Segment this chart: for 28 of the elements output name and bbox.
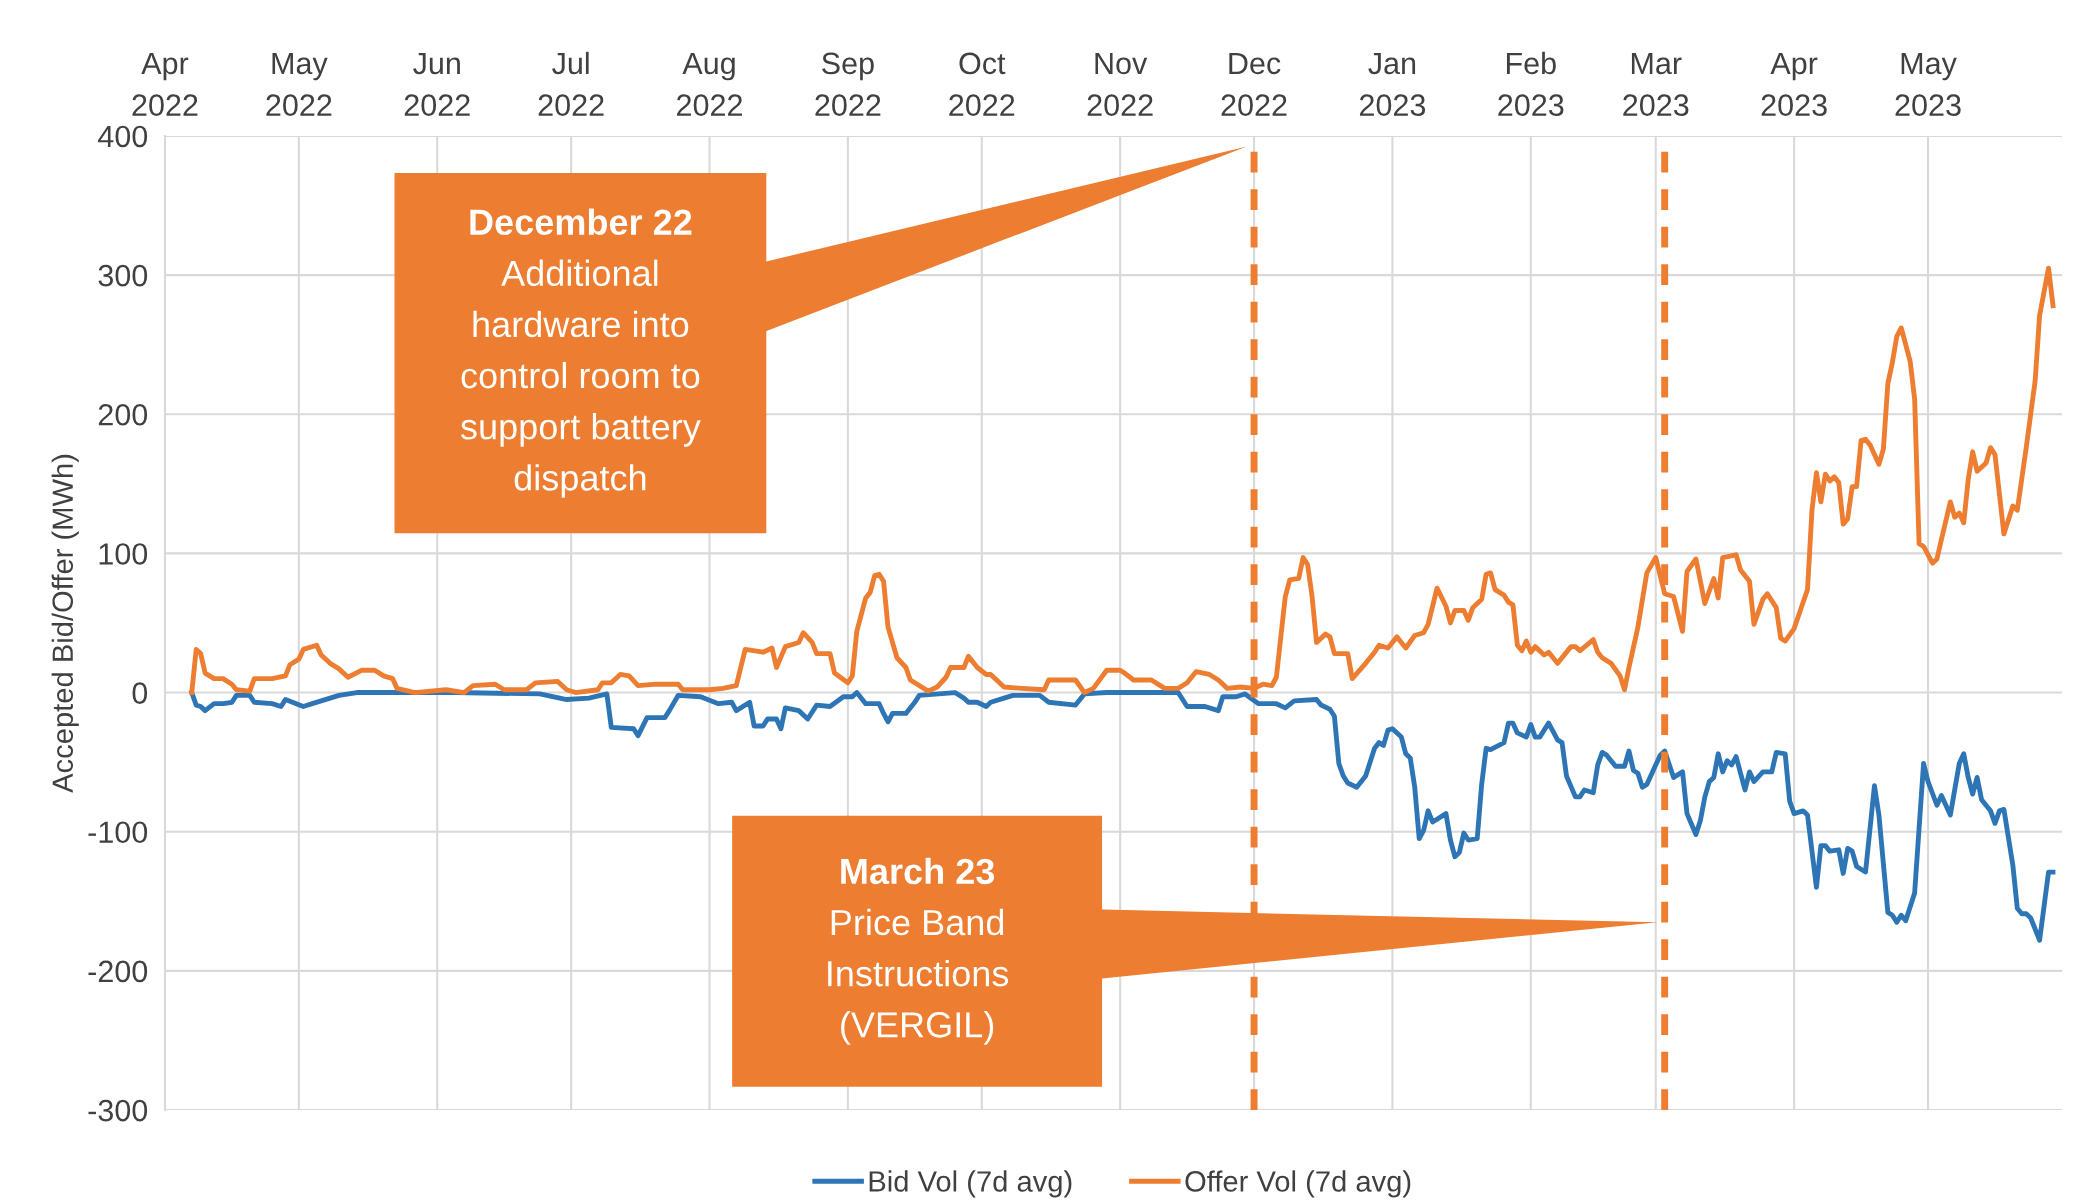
x-tick-label: Feb 2023 <box>1498 51 1564 117</box>
y-axis-title: Accepted Bid/Offer (MWh) <box>51 454 79 793</box>
x-tick-label: Nov 2022 <box>1087 52 1153 117</box>
x-tick-label: Apr 2023 <box>1761 52 1827 117</box>
y-tick-label: 100 <box>99 543 148 565</box>
x-tick-label: May 2022 <box>266 52 332 117</box>
x-tick-label: Jun 2022 <box>404 52 470 117</box>
x-tick-label: Oct 2022 <box>949 52 1015 117</box>
x-tick-label: Dec 2022 <box>1221 52 1287 117</box>
line-series <box>189 690 2056 943</box>
y-tick-label: 0 <box>132 682 148 704</box>
y-tick-label: -200 <box>88 960 148 983</box>
x-tick-label: Sep 2022 <box>815 52 881 117</box>
y-tick-label: 200 <box>98 403 148 426</box>
x-tick-label: Apr 2022 <box>132 52 198 117</box>
x-tick-label: Mar 2023 <box>1623 52 1689 117</box>
x-tick-label: May 2023 <box>1895 52 1961 117</box>
x-tick-label: Jan 2023 <box>1359 52 1426 117</box>
y-tick-label: 300 <box>98 264 148 287</box>
x-tick-label: Jul 2022 <box>538 51 604 117</box>
y-tick-label: -300 <box>88 1099 148 1122</box>
y-tick-label: 400 <box>98 125 148 148</box>
annotation: December 22 Additional hardware into control room to support battery dispatch <box>460 208 701 498</box>
x-tick-label: Aug 2022 <box>677 52 742 117</box>
y-tick-label: -100 <box>88 821 148 844</box>
legend-label: Offer Vol (7d avg) <box>1185 1170 1411 1198</box>
annotation: March 23 Price Band Instructions (VERGIL) <box>828 857 1009 1045</box>
legend-label: Bid Vol (7d avg) <box>869 1170 1072 1198</box>
